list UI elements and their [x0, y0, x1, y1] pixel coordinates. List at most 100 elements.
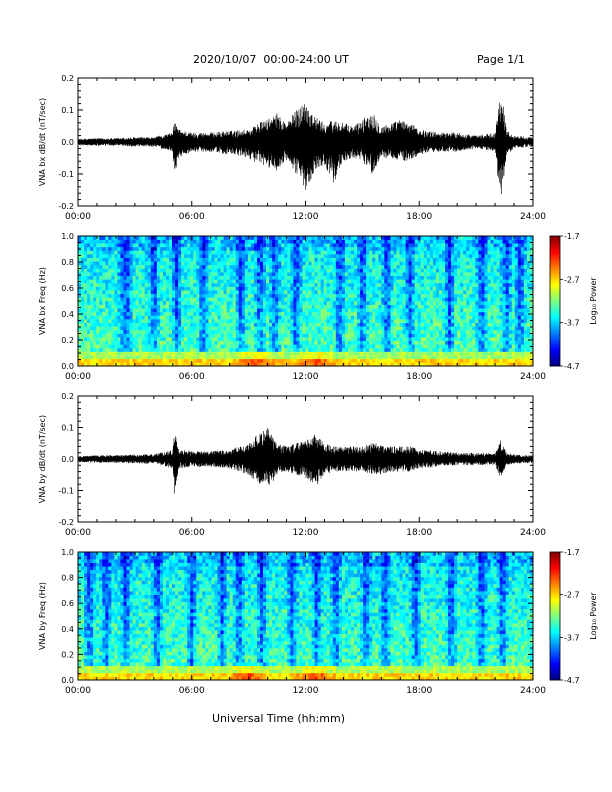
- heat-cell: [256, 250, 261, 255]
- heat-cell: [393, 301, 397, 305]
- heat-cell: [420, 322, 425, 327]
- heat-cell: [96, 286, 100, 291]
- heat-cell: [375, 301, 379, 305]
- heat-cell: [256, 236, 261, 240]
- heat-cell: [126, 315, 130, 320]
- heat-cell: [463, 358, 467, 363]
- heat-cell: [411, 290, 415, 295]
- heat-cell: [175, 311, 179, 316]
- heat-cell: [93, 264, 97, 269]
- heat-cell: [405, 308, 409, 313]
- heat-cell: [366, 261, 370, 266]
- heat-cell: [123, 326, 127, 331]
- heat-cell: [399, 304, 403, 309]
- heat-cell: [275, 337, 279, 342]
- heat-cell: [448, 322, 452, 327]
- heat-cell: [275, 347, 279, 352]
- heat-cell: [114, 246, 118, 251]
- heat-cell: [260, 311, 264, 316]
- heat-cell: [369, 337, 373, 342]
- heat-cell: [281, 333, 285, 338]
- heat-cell: [314, 304, 318, 309]
- heat-cell: [108, 322, 112, 327]
- heat-cell: [260, 362, 264, 367]
- heat-cell: [117, 337, 121, 342]
- heat-cell: [256, 304, 261, 309]
- heat-cell: [460, 329, 464, 334]
- heat-cell: [153, 304, 158, 309]
- heat-cell: [266, 290, 270, 295]
- heat-cell: [266, 261, 270, 266]
- heat-cell: [175, 293, 179, 298]
- heat-cell: [435, 246, 440, 251]
- heat-cell: [211, 301, 215, 305]
- heat-cell: [135, 250, 139, 255]
- heat-cell: [250, 355, 255, 360]
- heat-cell: [150, 239, 155, 244]
- heat-cell: [366, 351, 370, 356]
- heat-cell: [181, 351, 185, 356]
- heat-cell: [220, 275, 224, 280]
- heat-cell: [99, 362, 103, 367]
- heat-cell: [150, 243, 155, 248]
- heat-cell: [481, 347, 485, 352]
- heat-cell: [232, 254, 237, 258]
- heat-cell: [199, 358, 203, 363]
- heat-cell: [117, 257, 121, 262]
- heat-cell: [247, 246, 252, 251]
- heat-cell: [99, 337, 103, 342]
- heat-cell: [272, 243, 276, 248]
- heat-cell: [84, 329, 88, 334]
- heat-cell: [408, 326, 412, 331]
- heat-cell: [351, 315, 355, 320]
- heat-cell: [426, 268, 431, 273]
- heat-cell: [332, 275, 337, 280]
- heat-cell: [442, 290, 446, 295]
- heat-cell: [269, 326, 273, 331]
- heat-cell: [396, 329, 400, 334]
- heat-cell: [290, 254, 294, 258]
- heat-cell: [93, 337, 97, 342]
- heat-cell: [284, 308, 288, 313]
- heat-cell: [123, 282, 127, 287]
- heat-cell: [435, 322, 440, 327]
- heat-cell: [144, 250, 149, 255]
- heat-cell: [448, 254, 452, 258]
- heat-cell: [181, 290, 185, 295]
- heat-cell: [351, 246, 355, 251]
- heat-cell: [420, 355, 425, 360]
- heat-cell: [111, 311, 115, 316]
- heat-cell: [123, 250, 127, 255]
- heat-cell: [478, 322, 482, 327]
- heat-cell: [417, 347, 422, 352]
- heat-cell: [314, 279, 318, 284]
- heat-cell: [402, 340, 406, 345]
- heat-cell: [335, 264, 340, 269]
- heat-cell: [420, 297, 425, 302]
- heat-cell: [472, 337, 476, 342]
- heat-cell: [199, 329, 203, 334]
- heat-cell: [460, 239, 464, 244]
- heat-cell: [126, 344, 130, 349]
- heat-cell: [332, 322, 337, 327]
- heat-cell: [263, 329, 267, 334]
- heat-cell: [153, 347, 158, 352]
- heat-cell: [281, 293, 285, 298]
- heat-cell: [484, 322, 488, 327]
- heat-cell: [175, 329, 179, 334]
- heat-cell: [217, 315, 221, 320]
- heat-cell: [299, 351, 303, 356]
- heat-cell: [250, 254, 255, 258]
- heat-cell: [87, 250, 91, 255]
- heat-cell: [378, 261, 382, 266]
- heat-cell: [217, 254, 221, 258]
- heat-cell: [341, 286, 346, 291]
- heat-cell: [108, 301, 112, 305]
- heat-cell: [332, 236, 337, 240]
- heat-cell: [381, 347, 385, 352]
- heat-cell: [202, 340, 206, 345]
- heat-cell: [223, 351, 227, 356]
- heat-cell: [408, 304, 412, 309]
- heat-cell: [241, 279, 246, 284]
- heat-cell: [90, 333, 94, 338]
